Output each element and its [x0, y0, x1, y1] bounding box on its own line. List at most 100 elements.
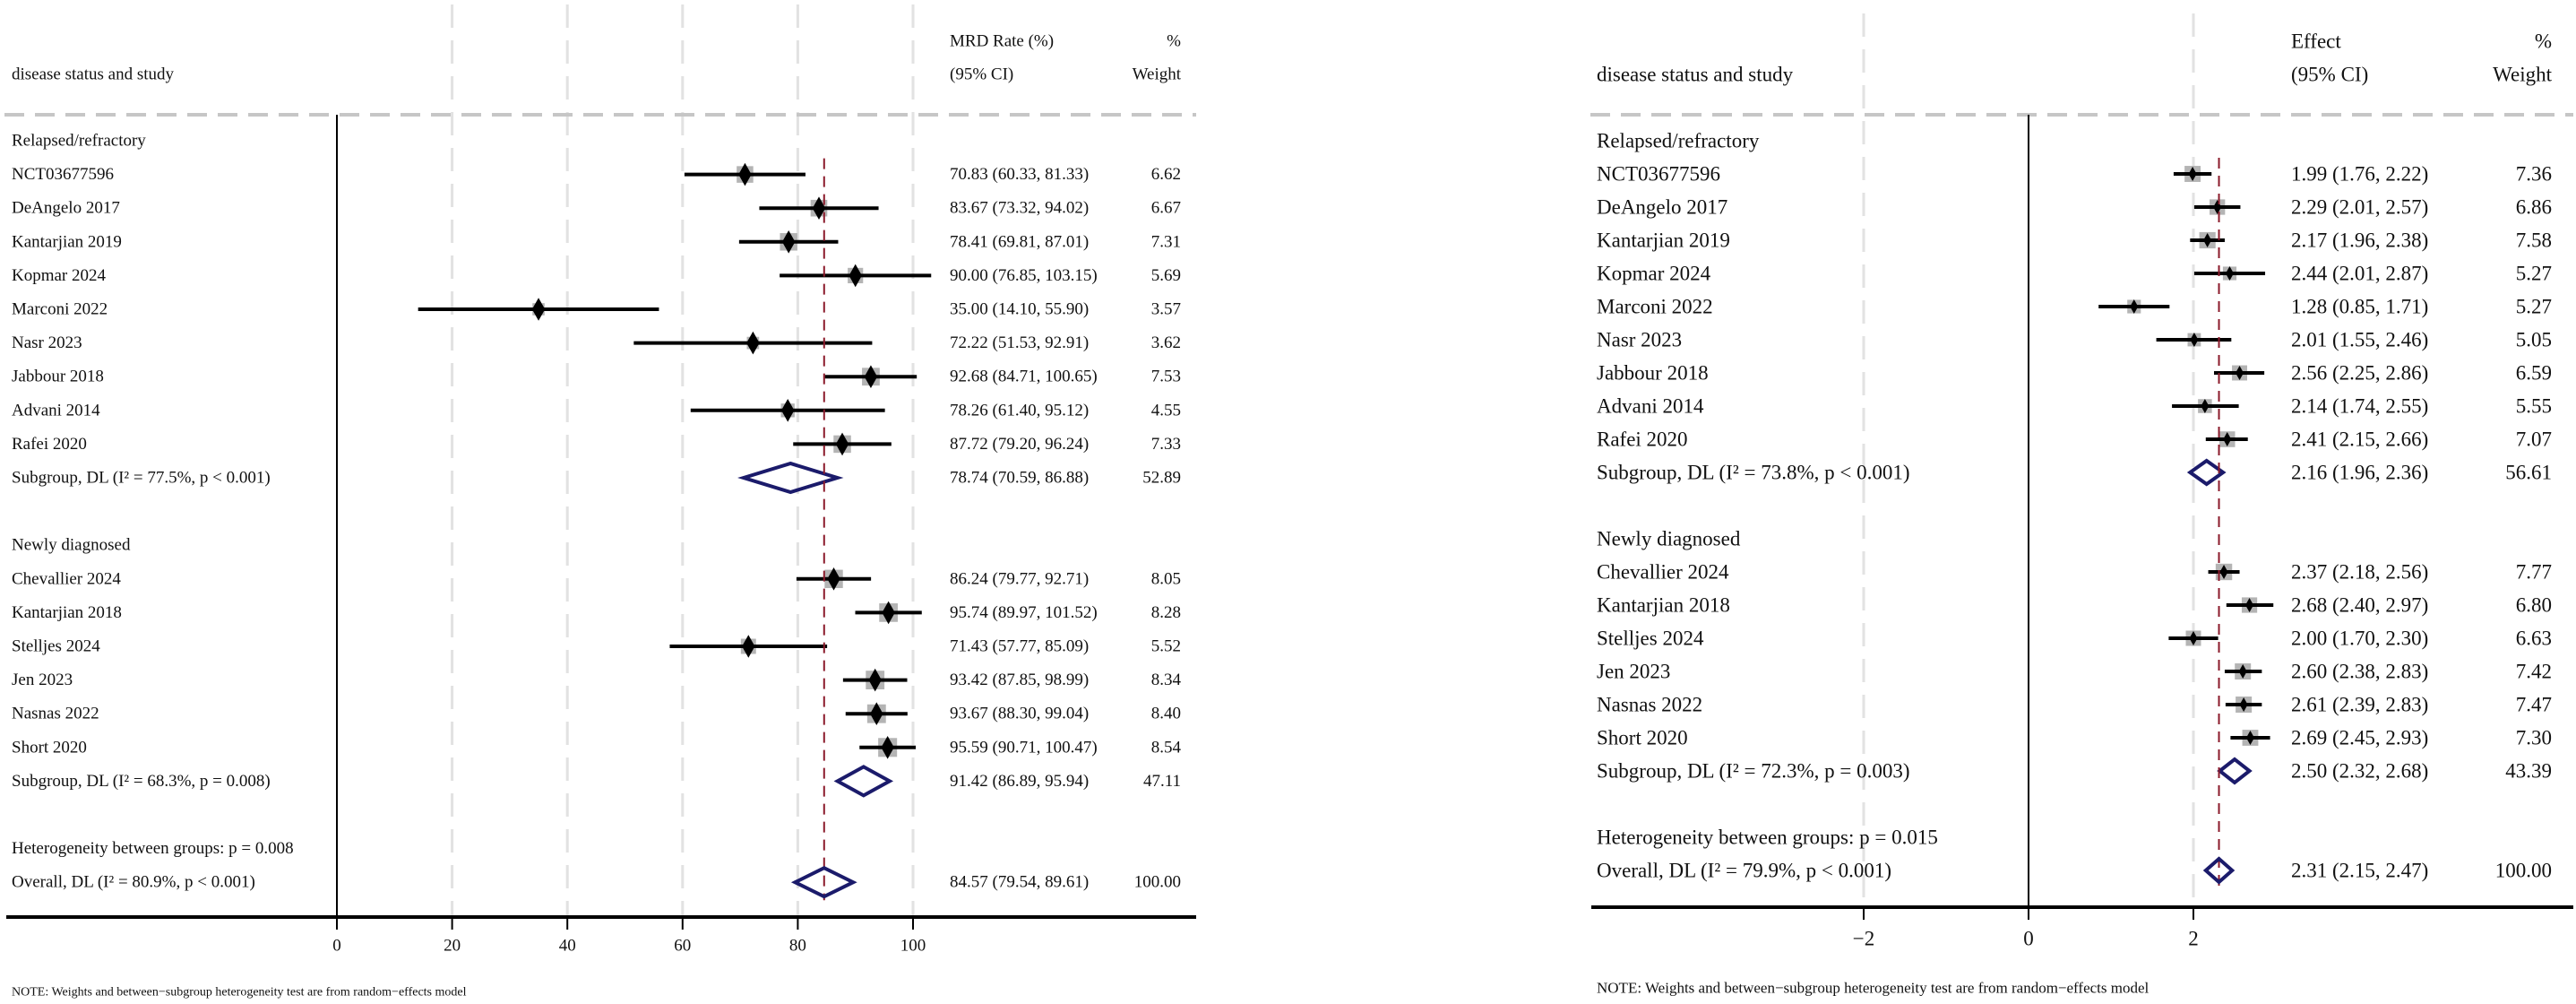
- study-weight: 7.30: [2516, 727, 2552, 749]
- x-tick-label: 80: [789, 937, 806, 956]
- study-ci-text: 2.60 (2.38, 2.83): [2291, 661, 2428, 683]
- study-weight: 7.53: [1151, 368, 1181, 386]
- study-ci-text: 2.00 (1.70, 2.30): [2291, 628, 2428, 650]
- overall-diamond-weight: 100.00: [2495, 860, 2552, 882]
- point-estimate: [849, 264, 862, 288]
- study-weight: 6.80: [2516, 594, 2552, 617]
- x-tick-label: 0: [332, 937, 341, 956]
- study-ci-text: 1.99 (1.76, 2.22): [2291, 163, 2428, 186]
- study-ci-text: 93.42 (87.85, 98.99): [950, 671, 1089, 689]
- point-estimate: [881, 736, 894, 759]
- point-estimate: [2203, 233, 2212, 247]
- study-ci-text: 70.83 (60.33, 81.33): [950, 165, 1089, 184]
- point-estimate: [2245, 598, 2254, 612]
- study-weight: 8.28: [1151, 603, 1181, 622]
- study-weight: 7.36: [2516, 163, 2552, 186]
- point-estimate: [2189, 631, 2198, 645]
- header-estimate-line1: MRD Rate (%): [950, 32, 1054, 51]
- study-weight: 5.27: [2516, 263, 2552, 285]
- subgroup-diamond: [2186, 458, 2227, 487]
- study-weight: 3.57: [1151, 300, 1181, 319]
- study-weight: 3.62: [1151, 333, 1181, 352]
- study-weight: 7.58: [2516, 229, 2552, 252]
- study-ci-text: 2.37 (2.18, 2.56): [2291, 561, 2428, 584]
- study-name: Stelljes 2024: [12, 637, 100, 656]
- study-name: Chevallier 2024: [1597, 561, 1729, 584]
- study-name: Marconi 2022: [1597, 296, 1713, 318]
- study-name: Chevallier 2024: [12, 569, 121, 588]
- group-label: Relapsed/refractory: [12, 132, 146, 151]
- point-estimate: [2238, 664, 2247, 679]
- point-estimate: [2201, 399, 2210, 413]
- header-weight-line1: %: [1167, 32, 1181, 51]
- footnote: NOTE: Weights and between−subgroup heter…: [12, 986, 467, 1000]
- header-estimate-line1: Effect: [2291, 30, 2341, 53]
- point-estimate: [2190, 333, 2199, 347]
- study-name: Kantarjian 2018: [1597, 594, 1730, 617]
- x-tick-label: 20: [444, 937, 461, 956]
- point-estimate: [2219, 565, 2228, 579]
- study-name: Stelljes 2024: [1597, 628, 1704, 650]
- study-weight: 5.52: [1151, 637, 1181, 656]
- point-estimate: [2223, 432, 2232, 446]
- study-weight: 5.27: [2516, 296, 2552, 318]
- study-weight: 6.59: [2516, 362, 2552, 385]
- subgroup-diamond-ci-text: 78.74 (70.59, 86.88): [950, 469, 1089, 488]
- study-name: Short 2020: [12, 738, 87, 757]
- study-name: Kopmar 2024: [1597, 263, 1711, 285]
- subgroup-label: Subgroup, DL (I² = 68.3%, p = 0.008): [12, 772, 271, 791]
- overall-diamond: [2202, 856, 2236, 885]
- study-weight: 8.40: [1151, 705, 1181, 723]
- subgroup-diamond: [833, 765, 894, 798]
- study-weight: 7.77: [2516, 561, 2552, 584]
- study-name: Nasr 2023: [1597, 329, 1682, 351]
- point-estimate: [738, 162, 752, 186]
- study-ci-text: 95.74 (89.97, 101.52): [950, 603, 1098, 622]
- x-tick-label: 60: [674, 937, 691, 956]
- study-name: Kantarjian 2018: [12, 603, 122, 622]
- group-label: Newly diagnosed: [1597, 528, 1741, 550]
- point-estimate: [2130, 299, 2139, 314]
- x-tick-label: 40: [559, 937, 576, 956]
- subgroup-diamond: [2217, 757, 2253, 785]
- study-weight: 7.47: [2516, 694, 2552, 716]
- study-weight: 5.69: [1151, 266, 1181, 285]
- overall-diamond-ci-text: 2.31 (2.15, 2.47): [2291, 860, 2428, 882]
- x-tick-label: 100: [900, 937, 926, 956]
- study-weight: 8.05: [1151, 569, 1181, 588]
- study-name: Nasr 2023: [12, 333, 82, 352]
- point-estimate: [2188, 167, 2197, 181]
- footnote: NOTE: Weights and between−subgroup heter…: [1597, 980, 2150, 997]
- study-name: Jen 2023: [12, 671, 73, 689]
- study-ci-text: 1.28 (0.85, 1.71): [2291, 296, 2428, 318]
- subgroup-diamond-weight: 56.61: [2505, 462, 2552, 484]
- study-weight: 7.31: [1151, 232, 1181, 251]
- point-estimate: [864, 365, 878, 388]
- study-name: DeAngelo 2017: [1597, 196, 1727, 219]
- point-estimate: [882, 601, 895, 625]
- study-weight: 7.07: [2516, 428, 2552, 451]
- overall-diamond-ci-text: 84.57 (79.54, 89.61): [950, 873, 1089, 892]
- study-name: Kantarjian 2019: [1597, 229, 1730, 252]
- overall-diamond: [790, 865, 857, 899]
- study-ci-text: 2.69 (2.45, 2.93): [2291, 727, 2428, 749]
- heterogeneity-text: Heterogeneity between groups: p = 0.015: [1597, 827, 1938, 849]
- point-estimate: [812, 196, 826, 220]
- header-estimate-line2: (95% CI): [2291, 64, 2368, 86]
- study-weight: 6.86: [2516, 196, 2552, 219]
- study-weight: 6.62: [1151, 165, 1181, 184]
- study-weight: 5.55: [2516, 395, 2552, 418]
- subgroup-label: Subgroup, DL (I² = 73.8%, p < 0.001): [1597, 462, 1909, 484]
- study-name: Nasnas 2022: [12, 705, 99, 723]
- overall-diamond-weight: 100.00: [1134, 873, 1181, 892]
- study-ci-text: 83.67 (73.32, 94.02): [950, 199, 1089, 218]
- point-estimate: [868, 668, 882, 692]
- x-tick-label: 2: [2188, 928, 2199, 950]
- point-estimate: [2245, 731, 2254, 745]
- subgroup-label: Subgroup, DL (I² = 77.5%, p < 0.001): [12, 469, 271, 488]
- study-ci-text: 93.67 (88.30, 99.04): [950, 705, 1089, 723]
- study-weight: 7.42: [2516, 661, 2552, 683]
- study-name: Kopmar 2024: [12, 266, 107, 285]
- point-estimate: [781, 230, 796, 254]
- point-estimate: [2236, 366, 2244, 380]
